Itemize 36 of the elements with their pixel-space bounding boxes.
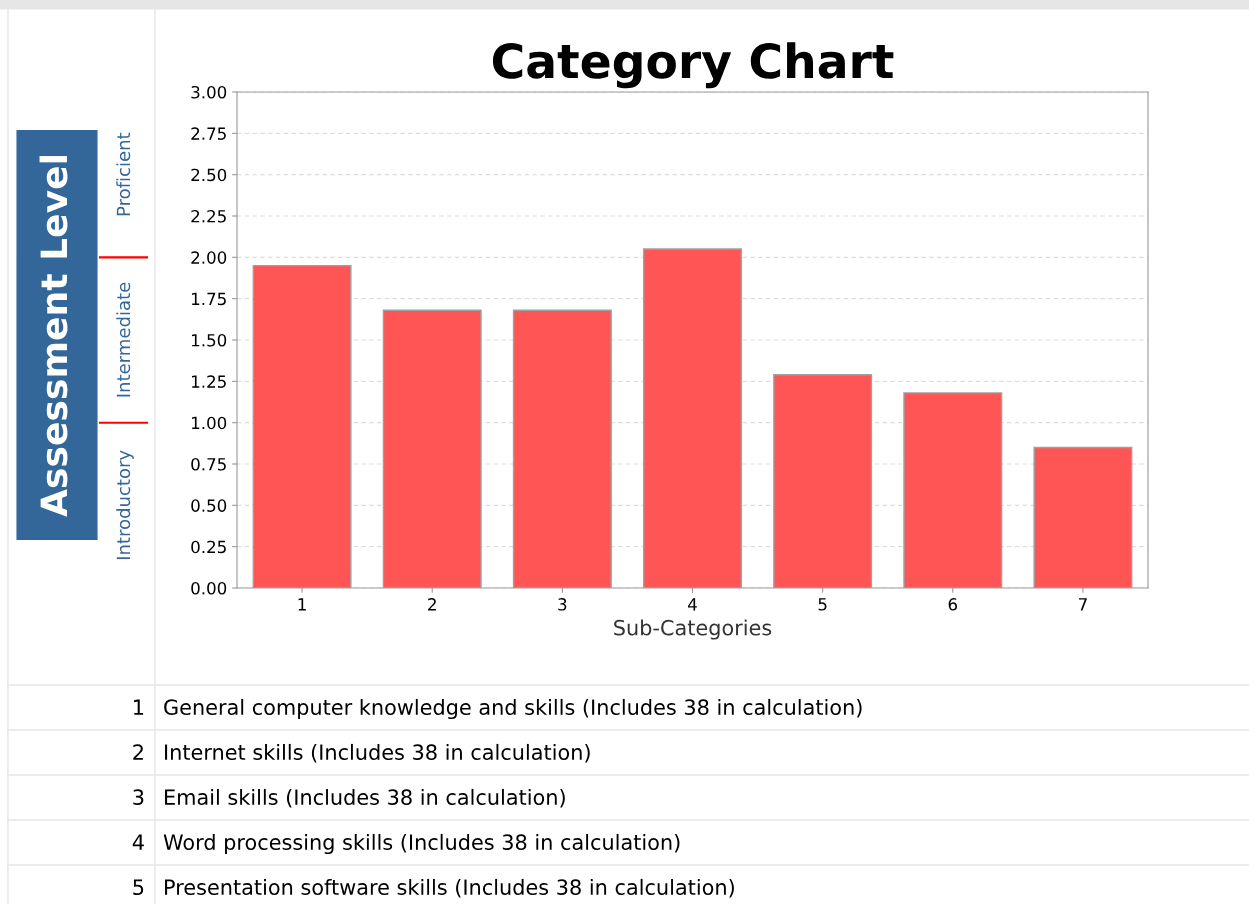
category-label: 4 — [132, 834, 144, 850]
y-tick-label: 1.75 — [192, 292, 226, 306]
text: General computer knowledge and skills (Includes 38 in calculation) — [164, 698, 862, 720]
chart-title: Category Chart — [492, 42, 894, 89]
text: Intermediate — [116, 282, 131, 397]
x-tick-label: 7 — [1078, 598, 1087, 611]
x-axis-title: Sub-Categories — [614, 619, 772, 640]
text: Introductory — [116, 450, 134, 560]
category-label: 5 — [133, 879, 144, 896]
y-tick-label: 0.25 — [191, 540, 226, 554]
text: Word processing skills (Includes 38 in calculation) — [163, 833, 680, 855]
x-tick-label: 6 — [948, 598, 958, 611]
y-tick-label: 1.50 — [192, 333, 227, 347]
y-tick-label: 2.50 — [191, 168, 227, 182]
y-tick-label: 0.50 — [191, 499, 227, 512]
x-tick-label: 4 — [688, 598, 697, 611]
text: Presentation software skills (Includes 38 in calculation) — [165, 878, 734, 898]
y-axis-title: Assessment Level — [39, 156, 68, 517]
category-label: 2 — [133, 744, 143, 760]
text: Proficient — [116, 132, 131, 216]
y-tick-label: 2.25 — [191, 209, 226, 223]
text: Email skills (Includes 38 in calculation) — [165, 788, 565, 808]
x-tick-label: 1 — [298, 598, 306, 611]
y-tick-label: 3.00 — [191, 85, 227, 99]
category-label: 1 — [134, 699, 144, 715]
y-tick-label: 2.00 — [191, 251, 227, 264]
text: Internet skills (Includes 38 in calculation) — [165, 743, 590, 763]
y-tick-label: 1.25 — [192, 375, 226, 388]
category-label: 3 — [133, 789, 144, 806]
x-tick-label: 3 — [558, 598, 567, 611]
y-tick-label: 1.00 — [192, 416, 227, 430]
y-tick-label: 2.75 — [191, 127, 226, 140]
x-tick-label: 2 — [428, 598, 436, 611]
y-tick-label: 0.00 — [191, 581, 227, 595]
y-tick-label: 0.75 — [191, 457, 226, 471]
x-tick-label: 5 — [818, 598, 827, 611]
